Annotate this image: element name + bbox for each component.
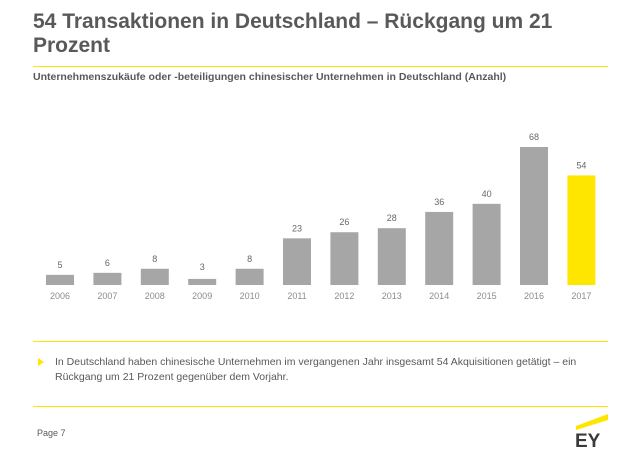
x-tick-2012: 2012	[334, 291, 354, 301]
slide-title: 54 Transaktionen in Deutschland – Rückga…	[33, 10, 553, 57]
value-label-2011: 23	[292, 223, 302, 233]
value-label-2014: 36	[434, 197, 444, 207]
chart-subtitle: Unternehmenszukäufe oder -beteiligungen …	[33, 71, 507, 83]
value-label-2008: 8	[152, 254, 157, 264]
x-tick-2008: 2008	[145, 291, 165, 301]
x-tick-2011: 2011	[287, 291, 306, 301]
note-top-divider	[33, 341, 608, 342]
value-label-2013: 28	[387, 213, 397, 223]
logo-text: EY	[575, 431, 601, 448]
x-tick-2014: 2014	[429, 291, 449, 301]
x-tick-2015: 2015	[477, 291, 497, 301]
bar-2009	[188, 278, 217, 285]
value-label-2009: 3	[200, 262, 205, 272]
x-tick-2010: 2010	[240, 291, 260, 301]
value-label-2017: 54	[576, 160, 586, 170]
bar-2010	[235, 268, 264, 285]
bar-2017	[567, 175, 596, 285]
bar-2013	[377, 228, 406, 285]
note-box: In Deutschland haben chinesische Unterne…	[38, 355, 615, 385]
value-label-2015: 40	[482, 189, 492, 199]
bar-2014	[425, 211, 454, 285]
note-text: In Deutschland haben chinesische Unterne…	[55, 356, 577, 383]
value-label-2010: 8	[247, 254, 252, 264]
bar-2015	[472, 203, 501, 285]
bar-2012	[330, 232, 359, 285]
x-tick-2007: 2007	[97, 291, 117, 301]
page-number: Page 7	[37, 428, 66, 438]
value-label-2006: 5	[57, 260, 62, 270]
value-label-2016: 68	[529, 132, 539, 142]
bar-2007	[93, 272, 122, 285]
value-label-2007: 6	[105, 258, 110, 268]
x-tick-2009: 2009	[192, 291, 212, 301]
title-divider	[33, 66, 608, 67]
x-tick-2017: 2017	[571, 291, 591, 301]
x-tick-2013: 2013	[382, 291, 402, 301]
x-tick-2006: 2006	[50, 291, 70, 301]
value-label-2012: 26	[339, 217, 349, 227]
bullet-arrow-icon	[38, 358, 44, 366]
note-bottom-divider	[33, 406, 608, 407]
x-tick-2016: 2016	[524, 291, 544, 301]
bar-chart: 5 2006 6 2007 8 2008 3 2009 8 2010 23 2011 26 2012 28 2…	[46, 132, 596, 301]
bar-2006	[46, 274, 74, 285]
bar-2016	[520, 147, 548, 285]
bar-2008	[140, 268, 169, 285]
ey-logo-icon: EY	[575, 414, 608, 448]
bar-2011	[283, 238, 311, 285]
